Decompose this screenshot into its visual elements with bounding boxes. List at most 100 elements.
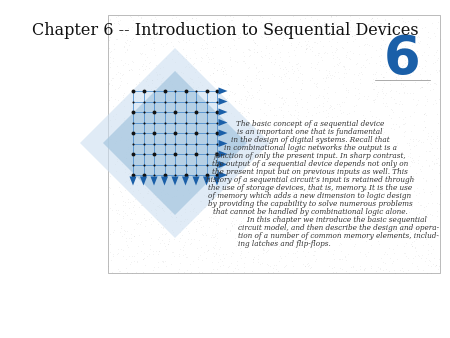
Point bbox=[285, 34, 292, 40]
Point bbox=[266, 182, 274, 187]
Point bbox=[161, 91, 168, 96]
Point bbox=[276, 65, 283, 71]
Point bbox=[221, 14, 229, 19]
Point bbox=[213, 156, 220, 162]
Point bbox=[345, 182, 352, 188]
Point bbox=[121, 115, 128, 121]
Point bbox=[161, 100, 168, 105]
Point bbox=[204, 186, 212, 191]
Point bbox=[403, 59, 410, 64]
Point bbox=[154, 162, 161, 167]
Point bbox=[401, 83, 409, 89]
Point bbox=[418, 25, 425, 31]
Point bbox=[414, 185, 421, 191]
Point bbox=[428, 145, 435, 150]
Point bbox=[255, 239, 262, 245]
Point bbox=[376, 116, 383, 122]
Point bbox=[243, 138, 251, 144]
Point bbox=[109, 270, 116, 275]
Point bbox=[250, 221, 257, 227]
Point bbox=[198, 207, 205, 212]
Point bbox=[212, 199, 219, 205]
Point bbox=[116, 268, 123, 273]
Point bbox=[237, 232, 244, 237]
Point bbox=[379, 84, 386, 90]
Point bbox=[161, 26, 168, 31]
Point bbox=[254, 18, 261, 24]
Point bbox=[177, 212, 184, 217]
Point bbox=[153, 208, 160, 213]
Point bbox=[271, 164, 279, 169]
Point bbox=[354, 217, 361, 222]
Point bbox=[109, 147, 117, 152]
Point bbox=[410, 158, 417, 163]
Point bbox=[366, 204, 373, 210]
Point bbox=[347, 56, 354, 62]
Point bbox=[418, 220, 425, 226]
Point bbox=[119, 233, 126, 239]
Point bbox=[242, 76, 249, 81]
Point bbox=[434, 234, 441, 239]
Point bbox=[369, 187, 377, 192]
Point bbox=[130, 121, 138, 126]
Point bbox=[176, 254, 183, 259]
Point bbox=[312, 81, 319, 86]
Point bbox=[433, 70, 441, 75]
Point bbox=[428, 270, 435, 275]
Point bbox=[187, 261, 194, 266]
Point bbox=[350, 103, 357, 108]
Point bbox=[154, 203, 161, 208]
Point bbox=[404, 62, 411, 67]
Point bbox=[423, 96, 430, 102]
Point bbox=[310, 171, 317, 177]
Point bbox=[131, 211, 139, 216]
Point bbox=[330, 20, 338, 25]
Point bbox=[361, 187, 369, 193]
Point bbox=[356, 70, 363, 76]
Point bbox=[361, 115, 369, 120]
Point bbox=[110, 229, 117, 235]
Polygon shape bbox=[213, 176, 220, 186]
Point bbox=[328, 13, 335, 19]
Point bbox=[151, 15, 158, 20]
Point bbox=[257, 63, 265, 68]
Point bbox=[138, 34, 145, 40]
Point bbox=[340, 201, 347, 206]
Point bbox=[221, 149, 229, 154]
Point bbox=[283, 228, 290, 234]
Point bbox=[304, 226, 311, 231]
Point bbox=[275, 190, 283, 195]
Point bbox=[137, 22, 144, 27]
Point bbox=[357, 169, 364, 174]
Point bbox=[280, 150, 287, 156]
Point bbox=[256, 120, 264, 125]
Point bbox=[430, 176, 437, 182]
Point bbox=[156, 202, 163, 208]
Point bbox=[414, 160, 422, 166]
Point bbox=[326, 232, 333, 237]
Point bbox=[176, 235, 183, 240]
Point bbox=[184, 220, 191, 225]
Point bbox=[314, 50, 321, 55]
Point bbox=[250, 256, 257, 262]
Point bbox=[237, 255, 244, 261]
Point bbox=[351, 33, 359, 38]
Point bbox=[366, 126, 373, 131]
Point bbox=[239, 49, 246, 55]
Point bbox=[265, 132, 272, 138]
Point bbox=[137, 138, 144, 143]
Point bbox=[352, 61, 360, 67]
Point bbox=[184, 188, 191, 193]
Point bbox=[383, 232, 390, 238]
Point bbox=[337, 228, 344, 233]
Point bbox=[266, 37, 274, 43]
Text: of memory which adds a new dimension to logic design: of memory which adds a new dimension to … bbox=[208, 192, 412, 200]
Point bbox=[302, 121, 309, 127]
Point bbox=[406, 225, 414, 231]
Point bbox=[180, 145, 187, 150]
Point bbox=[318, 54, 325, 59]
Point bbox=[110, 253, 117, 258]
Point bbox=[230, 23, 238, 29]
Point bbox=[106, 232, 113, 237]
Point bbox=[147, 35, 154, 41]
